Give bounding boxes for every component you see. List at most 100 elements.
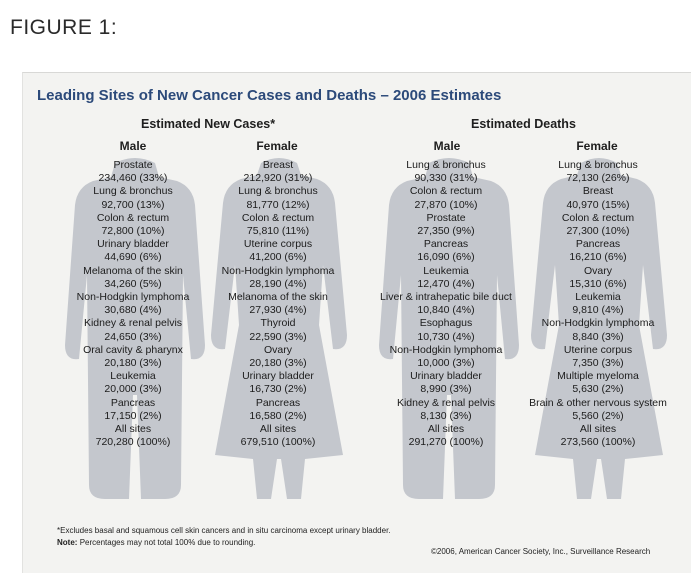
footnote-text: *Excludes basal and squamous cell skin c… xyxy=(57,526,391,535)
site-value: 8,130 (3%) xyxy=(420,409,472,422)
site-name: Pancreas xyxy=(423,238,469,251)
site-name: Uterine corpus xyxy=(243,238,313,251)
site-value: 72,130 (26%) xyxy=(566,172,630,185)
cancer-site-entry: Melanoma of the skin 27,930 (4%) xyxy=(203,291,353,317)
site-value: 41,200 (6%) xyxy=(249,251,307,264)
site-name: Urinary bladder xyxy=(97,238,169,251)
cancer-site-entry: Pancreas 16,210 (6%) xyxy=(523,238,673,264)
cancer-site-entry: Pancreas 16,090 (6%) xyxy=(371,238,521,264)
note-label: Note: xyxy=(57,538,78,547)
cancer-site-entry: Leukemia 20,000 (3%) xyxy=(58,370,208,396)
site-name: Leukemia xyxy=(110,370,156,383)
figure-title: Leading Sites of New Cancer Cases and De… xyxy=(37,87,502,104)
cancer-site-entry: Non-Hodgkin lymphoma 28,190 (4%) xyxy=(203,265,353,291)
cancer-site-entry: Thyroid 22,590 (3%) xyxy=(203,317,353,343)
site-name: Breast xyxy=(582,185,614,198)
col-head-new-male: Male xyxy=(119,139,147,153)
site-value: 234,460 (33%) xyxy=(98,172,168,185)
site-name: Prostate xyxy=(113,159,153,171)
cancer-site-entry: Non-Hodgkin lymphoma 8,840 (3%) xyxy=(523,317,673,343)
site-name: Urinary bladder xyxy=(410,370,482,383)
site-name: Kidney & renal pelvis xyxy=(83,317,183,330)
site-name: Liver & intrahepatic bile duct xyxy=(380,291,512,304)
cancer-site-entry: Breast 40,970 (15%) xyxy=(523,185,673,211)
site-value: 22,590 (3%) xyxy=(249,330,307,343)
figure-panel: Leading Sites of New Cancer Cases and De… xyxy=(22,72,691,573)
site-value: 27,350 (9%) xyxy=(417,225,475,238)
site-value: 15,310 (6%) xyxy=(569,277,627,290)
site-value: 7,350 (3%) xyxy=(572,357,624,370)
site-name: Leukemia xyxy=(423,264,469,277)
site-value: 75,810 (11%) xyxy=(246,225,310,238)
col-head-deaths-female: Female xyxy=(576,139,618,153)
cancer-site-entry: Urinary bladder 8,990 (3%) xyxy=(371,370,521,396)
site-name: Colon & rectum xyxy=(96,211,170,224)
site-name: Lung & bronchus xyxy=(238,185,318,198)
site-name: Non-Hodgkin lymphoma xyxy=(541,317,655,330)
cancer-site-entry: Oral cavity & pharynx 20,180 (3%) xyxy=(58,344,208,370)
cancer-site-entry: All sites 679,510 (100%) xyxy=(203,423,353,449)
new-cases-female-list: Breast 212,920 (31%) Lung & bronchus 81,770… xyxy=(203,159,353,449)
site-name: Ovary xyxy=(583,264,612,277)
cancer-site-entry: Non-Hodgkin lymphoma 10,000 (3%) xyxy=(371,344,521,370)
site-name: Kidney & renal pelvis xyxy=(396,396,496,409)
cancer-site-entry: Prostate 234,460 (33%) xyxy=(58,159,208,185)
cancer-site-entry: Lung & bronchus 81,770 (12%) xyxy=(203,185,353,211)
note-text: Percentages may not total 100% due to ro… xyxy=(79,538,256,547)
cancer-site-entry: Colon & rectum 27,870 (10%) xyxy=(371,185,521,211)
site-value: 92,700 (13%) xyxy=(101,198,165,211)
site-value: 27,300 (10%) xyxy=(566,225,630,238)
site-name: Thyroid xyxy=(260,317,296,330)
site-value: 27,870 (10%) xyxy=(414,198,478,211)
cancer-site-entry: Esophagus 10,730 (4%) xyxy=(371,317,521,343)
site-name: Multiple myeloma xyxy=(557,370,639,383)
site-name: Lung & bronchus xyxy=(93,185,173,198)
site-name: Ovary xyxy=(263,343,292,356)
cancer-site-entry: Melanoma of the skin 34,260 (5%) xyxy=(58,265,208,291)
site-value: 8,990 (3%) xyxy=(420,383,472,396)
site-name: Breast xyxy=(262,159,294,171)
site-value: 720,280 (100%) xyxy=(95,436,171,449)
site-value: 12,470 (4%) xyxy=(417,277,475,290)
site-name: All sites xyxy=(579,423,617,436)
cancer-site-entry: Lung & bronchus 72,130 (26%) xyxy=(523,159,673,185)
site-name: Pancreas xyxy=(110,396,156,409)
site-name: Uterine corpus xyxy=(563,343,633,356)
female-silhouette-new-cases xyxy=(211,158,347,499)
site-value: 81,770 (12%) xyxy=(246,198,310,211)
site-name: All sites xyxy=(114,423,152,436)
cancer-site-entry: Kidney & renal pelvis 8,130 (3%) xyxy=(371,397,521,423)
col-head-deaths-male: Male xyxy=(433,139,461,153)
site-value: 40,970 (15%) xyxy=(566,198,630,211)
female-silhouette-deaths xyxy=(531,158,667,499)
cancer-site-entry: Uterine corpus 41,200 (6%) xyxy=(203,238,353,264)
cancer-site-entry: Colon & rectum 75,810 (11%) xyxy=(203,212,353,238)
site-name: Oral cavity & pharynx xyxy=(83,343,183,356)
site-name: Leukemia xyxy=(575,291,621,304)
site-name: Prostate xyxy=(426,211,466,224)
site-name: All sites xyxy=(427,423,465,436)
site-value: 5,630 (2%) xyxy=(572,383,624,396)
cancer-site-entry: Prostate 27,350 (9%) xyxy=(371,212,521,238)
deaths-female-list: Lung & bronchus 72,130 (26%) Breast 40,970 … xyxy=(523,159,673,449)
site-value: 212,920 (31%) xyxy=(243,172,313,185)
cancer-site-entry: Ovary 20,180 (3%) xyxy=(203,344,353,370)
cancer-site-entry: Colon & rectum 27,300 (10%) xyxy=(523,212,673,238)
cancer-site-entry: Lung & bronchus 90,330 (31%) xyxy=(371,159,521,185)
cancer-site-entry: Pancreas 17,150 (2%) xyxy=(58,397,208,423)
new-cases-heading: Estimated New Cases* xyxy=(141,117,276,131)
site-name: Non-Hodgkin lymphoma xyxy=(76,291,190,304)
site-value: 16,580 (2%) xyxy=(249,409,307,422)
cancer-site-entry: All sites 273,560 (100%) xyxy=(523,423,673,449)
figure-label: FIGURE 1: xyxy=(10,16,118,39)
site-value: 273,560 (100%) xyxy=(560,436,636,449)
site-value: 291,270 (100%) xyxy=(408,436,484,449)
cancer-site-entry: Lung & bronchus 92,700 (13%) xyxy=(58,185,208,211)
site-name: Colon & rectum xyxy=(561,211,635,224)
site-name: Brain & other nervous system xyxy=(529,396,667,409)
site-value: 28,190 (4%) xyxy=(249,277,307,290)
cancer-site-entry: Brain & other nervous system 5,560 (2%) xyxy=(523,397,673,423)
site-value: 90,330 (31%) xyxy=(414,172,478,185)
cancer-site-entry: Ovary 15,310 (6%) xyxy=(523,265,673,291)
cancer-site-entry: Pancreas 16,580 (2%) xyxy=(203,397,353,423)
